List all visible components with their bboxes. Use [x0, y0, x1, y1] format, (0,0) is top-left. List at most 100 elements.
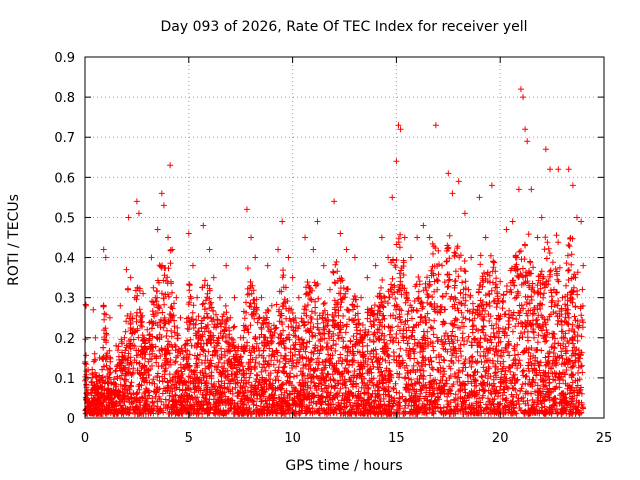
- data-point: [555, 166, 562, 173]
- data-point: [148, 254, 155, 261]
- data-point: [326, 286, 333, 293]
- data-point: [314, 218, 321, 225]
- data-point: [231, 294, 238, 301]
- y-tick-label: 0.9: [54, 51, 75, 66]
- data-point: [252, 254, 259, 261]
- y-axis-label: ROTI / TECUs: [6, 194, 22, 286]
- data-point: [227, 314, 234, 321]
- data-point: [426, 234, 433, 241]
- data-point: [520, 94, 527, 101]
- data-point: [565, 166, 572, 173]
- data-point: [167, 162, 174, 169]
- data-point: [258, 294, 265, 301]
- data-point: [165, 234, 172, 241]
- y-tick-label: 0.8: [54, 91, 75, 106]
- data-point: [528, 186, 535, 193]
- data-point: [173, 294, 180, 301]
- data-point: [92, 334, 99, 341]
- data-point: [310, 246, 317, 253]
- y-tick-label: 0.3: [54, 292, 75, 307]
- data-point: [100, 246, 107, 253]
- data-point: [378, 234, 385, 241]
- data-point: [210, 274, 217, 281]
- data-point: [144, 326, 151, 333]
- data-point: [185, 230, 192, 237]
- data-point: [123, 266, 130, 273]
- y-tick-label: 0.6: [54, 171, 75, 186]
- data-point: [522, 126, 529, 133]
- data-point: [275, 246, 282, 253]
- x-axis-label: GPS time / hours: [285, 458, 402, 474]
- axis-ticks: 0 0.1 0.2 0.3 0.4 0.5 0.6 0.7 0.8 0.9 0 5 10 15 20 25: [54, 51, 612, 446]
- data-point: [127, 274, 134, 281]
- data-point: [216, 294, 223, 301]
- data-point: [385, 254, 392, 261]
- data-point: [223, 262, 230, 269]
- data-point: [117, 302, 124, 309]
- data-point: [133, 198, 140, 205]
- y-tick-label: 0.5: [54, 211, 75, 226]
- plot-frame: [84, 56, 605, 419]
- data-point: [194, 294, 201, 301]
- data-point: [393, 158, 400, 165]
- data-point: [248, 234, 255, 241]
- data-point: [524, 138, 531, 145]
- data-point: [397, 126, 404, 133]
- data-point: [449, 190, 456, 197]
- data-point: [401, 234, 408, 241]
- data-point: [285, 254, 292, 261]
- data-point: [407, 254, 414, 261]
- data-point: [414, 234, 421, 241]
- data-point: [389, 194, 396, 201]
- data-point: [461, 210, 468, 217]
- data-point: [420, 222, 427, 229]
- data-point: [578, 218, 585, 225]
- x-tick-label: 10: [284, 431, 301, 446]
- x-tick-label: 0: [81, 431, 89, 446]
- data-point: [432, 122, 439, 129]
- data-point: [395, 122, 402, 129]
- data-point: [121, 334, 128, 341]
- data-point: [364, 274, 371, 281]
- data-point: [295, 294, 302, 301]
- data-point: [154, 226, 161, 233]
- data-point: [289, 274, 296, 281]
- x-tick-label: 5: [185, 431, 193, 446]
- data-point: [140, 290, 147, 297]
- data-point: [468, 254, 475, 261]
- data-point: [509, 218, 516, 225]
- data-point: [445, 170, 452, 177]
- data-point: [331, 198, 338, 205]
- data-point: [569, 182, 576, 189]
- chart-title: Day 093 of 2026, Rate Of TEC Index for r…: [160, 19, 527, 35]
- data-point: [358, 294, 365, 301]
- data-point: [177, 314, 184, 321]
- data-point: [158, 190, 165, 197]
- data-point: [351, 254, 358, 261]
- data-point: [372, 262, 379, 269]
- data-point: [279, 218, 286, 225]
- x-tick-label: 15: [388, 431, 405, 446]
- data-point: [542, 146, 549, 153]
- data-point: [268, 302, 275, 309]
- data-point-cloud: [82, 231, 587, 417]
- y-tick-label: 0.2: [54, 332, 75, 347]
- data-point: [497, 278, 504, 285]
- y-tick-label: 0: [67, 412, 75, 427]
- data-point: [243, 206, 250, 213]
- data-point: [574, 214, 581, 221]
- data-point: [200, 222, 207, 229]
- data-point: [515, 186, 522, 193]
- data-point: [517, 86, 524, 93]
- data-point: [343, 246, 350, 253]
- data-points: [82, 86, 587, 417]
- y-tick-label: 0.4: [54, 252, 75, 267]
- data-point: [320, 262, 327, 269]
- data-point: [135, 210, 142, 217]
- x-tick-label: 25: [596, 431, 613, 446]
- data-point: [559, 294, 566, 301]
- data-point: [106, 314, 113, 321]
- data-point: [488, 182, 495, 189]
- data-point: [534, 234, 541, 241]
